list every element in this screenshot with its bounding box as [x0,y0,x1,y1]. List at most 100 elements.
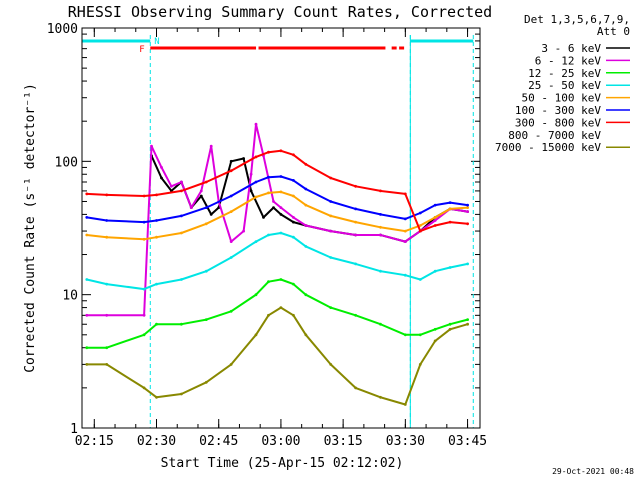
data-point [304,245,308,248]
legend-label: 6 - 12 keV [535,54,602,67]
data-point [229,309,233,313]
data-point [142,313,146,317]
data-point [448,207,452,211]
data-point [279,149,283,153]
x-tick-label: 02:30 [137,434,176,449]
series-line [86,306,468,406]
data-point [229,256,233,259]
data-point [279,206,283,210]
y-tick-label: 1 [70,422,78,437]
data-point [379,269,382,273]
plot-frame [81,27,481,429]
data-point [85,363,89,366]
data-point [448,201,452,205]
data-point [204,269,208,273]
data-point [354,207,357,211]
data-point [85,216,89,219]
data-point [142,386,146,390]
data-point [418,224,422,227]
legend-label: 50 - 100 keV [522,92,602,105]
data-point [403,229,407,233]
series-line [86,149,468,233]
data-point [229,240,233,244]
x-tick-label: 03:45 [448,434,487,449]
legend-label: 3 - 6 keV [541,42,601,55]
data-point [142,237,146,241]
data-point [155,235,158,239]
x-tick-label: 03:00 [261,434,300,449]
legend-title-line: Det 1,3,5,6,7,9, [524,13,630,26]
data-point [304,203,308,207]
data-point [448,266,452,269]
data-point [204,318,208,321]
data-point [304,293,308,297]
data-point [292,282,295,286]
data-point [379,213,382,216]
data-point [304,162,308,166]
y-tick-label: 1000 [47,22,78,37]
night-flag-label: N [154,37,159,47]
data-point [242,157,246,160]
x-tick-label: 02:15 [75,434,114,449]
data-point [105,235,109,239]
data-point [249,189,253,193]
data-point [85,233,89,237]
legend-label: 25 - 50 keV [528,79,601,92]
data-point [292,220,295,224]
data-point [267,150,270,154]
flare-flag-label: F [139,45,144,55]
data-point [354,262,357,266]
y-tick-label: 100 [55,155,78,170]
data-point [279,306,283,309]
data-point [105,219,109,222]
data-point [155,395,158,399]
data-point [329,176,333,180]
data-point [329,363,333,366]
data-point [354,220,357,224]
data-point [254,122,258,126]
data-point [229,194,233,198]
data-point [292,179,295,182]
data-point [379,395,382,399]
data-point [418,229,422,233]
data-point [189,206,193,210]
data-point [155,322,158,326]
data-point [354,184,357,188]
data-point [180,392,183,396]
x-axis-label: Start Time (25-Apr-15 02:12:02) [161,456,404,471]
data-point [329,306,333,309]
data-point [209,144,213,148]
data-point [379,189,382,193]
data-point [304,333,308,337]
data-point [292,153,295,157]
y-axis-label: Corrected Count Rate (s⁻¹ detector⁻¹) [23,83,38,373]
data-point [329,214,333,218]
data-point [180,214,183,218]
data-point [292,216,295,219]
data-point [433,327,437,331]
data-point [379,233,382,237]
data-point [448,220,452,224]
data-point [433,224,437,227]
y-tick-label: 10 [62,289,78,304]
data-point [254,155,258,159]
data-point [267,313,270,317]
legend-title-line: Att 0 [597,25,630,38]
legend-label: 12 - 25 keV [528,67,601,80]
data-point [329,229,333,233]
data-point [379,322,382,326]
data-point [329,200,333,203]
data-point [229,363,233,366]
data-point [155,193,158,197]
data-point [354,233,357,237]
data-point [249,172,253,176]
series-line [86,278,468,349]
data-point [466,206,469,210]
data-point [170,184,173,188]
data-point [403,217,407,221]
data-point [142,220,146,224]
data-point [85,192,89,196]
data-point [403,333,407,337]
